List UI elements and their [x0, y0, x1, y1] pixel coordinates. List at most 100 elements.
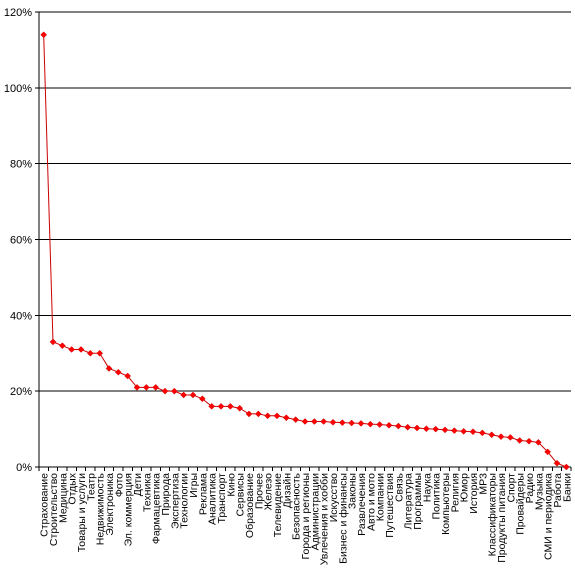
x-tick-label: Работа: [552, 473, 564, 508]
data-point: [422, 425, 430, 433]
x-tick-label: Образование: [244, 473, 256, 538]
data-point: [180, 391, 188, 399]
data-point: [198, 395, 206, 403]
data-point: [376, 421, 384, 428]
x-tick-label: Наука: [421, 473, 433, 502]
x-tick-label: Технологии: [179, 473, 191, 529]
x-tick-label: Эл. коммерция: [123, 473, 135, 546]
data-point: [273, 412, 281, 420]
data-point: [562, 463, 570, 471]
x-tick-label: Города и регионы: [300, 473, 312, 560]
data-point: [96, 349, 104, 357]
data-point: [404, 423, 412, 431]
x-tick-label: Реклама: [197, 473, 209, 515]
data-point: [152, 384, 160, 391]
x-tick-label: Железо: [263, 473, 275, 510]
data-point: [450, 427, 458, 434]
y-tick-label: 80%: [10, 159, 32, 171]
data-point: [49, 338, 57, 346]
x-tick-label: Литература: [403, 473, 415, 530]
data-point: [544, 448, 552, 456]
x-tick-label: Администрации: [309, 473, 321, 550]
y-tick-label: 100%: [4, 83, 32, 95]
data-point: [292, 416, 300, 423]
x-tick-label: Театр: [85, 473, 97, 501]
x-tick-label: Кино: [225, 473, 237, 497]
x-tick-label: Банки: [561, 473, 573, 502]
x-tick-label: Сервисы: [235, 473, 247, 517]
x-tick-label: Фото: [113, 473, 125, 497]
gridlines: [39, 11, 571, 392]
data-point: [254, 410, 262, 418]
x-tick-label: Классификаторы: [487, 473, 499, 556]
y-tick-label: 20%: [10, 386, 32, 398]
data-point: [77, 346, 85, 353]
x-tick-label: Законы: [347, 473, 359, 509]
x-tick-label: Электроника: [104, 473, 116, 536]
data-point: [329, 418, 337, 426]
x-tick-label: Музыка: [533, 473, 545, 510]
x-tick-label: История: [468, 473, 480, 514]
data-point: [124, 372, 132, 380]
data-point: [366, 420, 374, 428]
x-tick-label: Отдых: [67, 472, 79, 504]
x-tick-label: Искусство: [328, 473, 340, 522]
x-tick-label: Провайдеры: [515, 473, 527, 535]
data-point: [469, 428, 477, 436]
data-point: [310, 418, 318, 425]
x-axis: СтрахованиеСтроительствоМедицинаОтдыхТов…: [38, 466, 573, 565]
x-tick-label: Авто и мото: [365, 473, 377, 531]
y-tick-label: 60%: [10, 235, 32, 247]
data-point: [432, 425, 440, 433]
series-line: [40, 31, 570, 471]
data-point: [460, 428, 468, 435]
data-point: [114, 368, 122, 376]
x-tick-label: Продукты питания: [496, 473, 508, 563]
x-tick-label: Развлечения: [356, 473, 368, 536]
x-tick-label: Природа: [160, 473, 172, 516]
data-point: [348, 419, 356, 427]
x-tick-label: MP3: [477, 473, 489, 495]
x-tick-label: Политика: [431, 473, 443, 520]
data-point: [142, 384, 150, 391]
data-point: [245, 410, 253, 418]
data-point: [161, 387, 169, 395]
data-point: [506, 434, 514, 441]
x-tick-label: Юмор: [459, 473, 471, 503]
data-point: [282, 414, 290, 422]
x-tick-label: Дети: [132, 473, 144, 496]
x-tick-label: Бизнес и финансы: [337, 473, 349, 564]
x-tick-label: Религия: [449, 473, 461, 512]
data-point: [385, 421, 393, 429]
y-tick-label: 40%: [10, 310, 32, 322]
data-point: [525, 437, 533, 445]
x-tick-label: Строительство: [48, 473, 60, 546]
data-point: [170, 387, 178, 395]
data-point: [226, 402, 234, 410]
data-point: [413, 424, 421, 432]
x-tick-label: Недвижимость: [95, 472, 107, 545]
y-tick-label: 0%: [16, 462, 32, 474]
x-tick-label: СМИ и периодика: [543, 473, 555, 560]
x-tick-label: Прочее: [253, 473, 265, 509]
x-tick-label: Телевидение: [272, 473, 284, 537]
x-tick-label: Программы: [412, 473, 424, 530]
y-axis: 0% 20% 40% 60% 80% 100% 120%: [4, 7, 40, 474]
data-point: [534, 439, 542, 446]
data-point: [236, 404, 244, 412]
x-tick-label: Товары и услуги: [76, 473, 88, 552]
data-point: [133, 384, 141, 391]
data-point: [58, 342, 66, 350]
x-tick-label: Дизайн: [281, 473, 293, 508]
data-point: [478, 429, 486, 437]
data-point: [394, 422, 402, 430]
data-point: [320, 418, 328, 425]
data-point: [338, 419, 346, 426]
y-tick-label: 120%: [4, 7, 32, 19]
data-point: [217, 402, 225, 410]
data-point: [488, 431, 496, 439]
x-tick-label: Страхование: [39, 473, 51, 537]
data-point: [86, 349, 94, 357]
data-point: [189, 391, 197, 399]
